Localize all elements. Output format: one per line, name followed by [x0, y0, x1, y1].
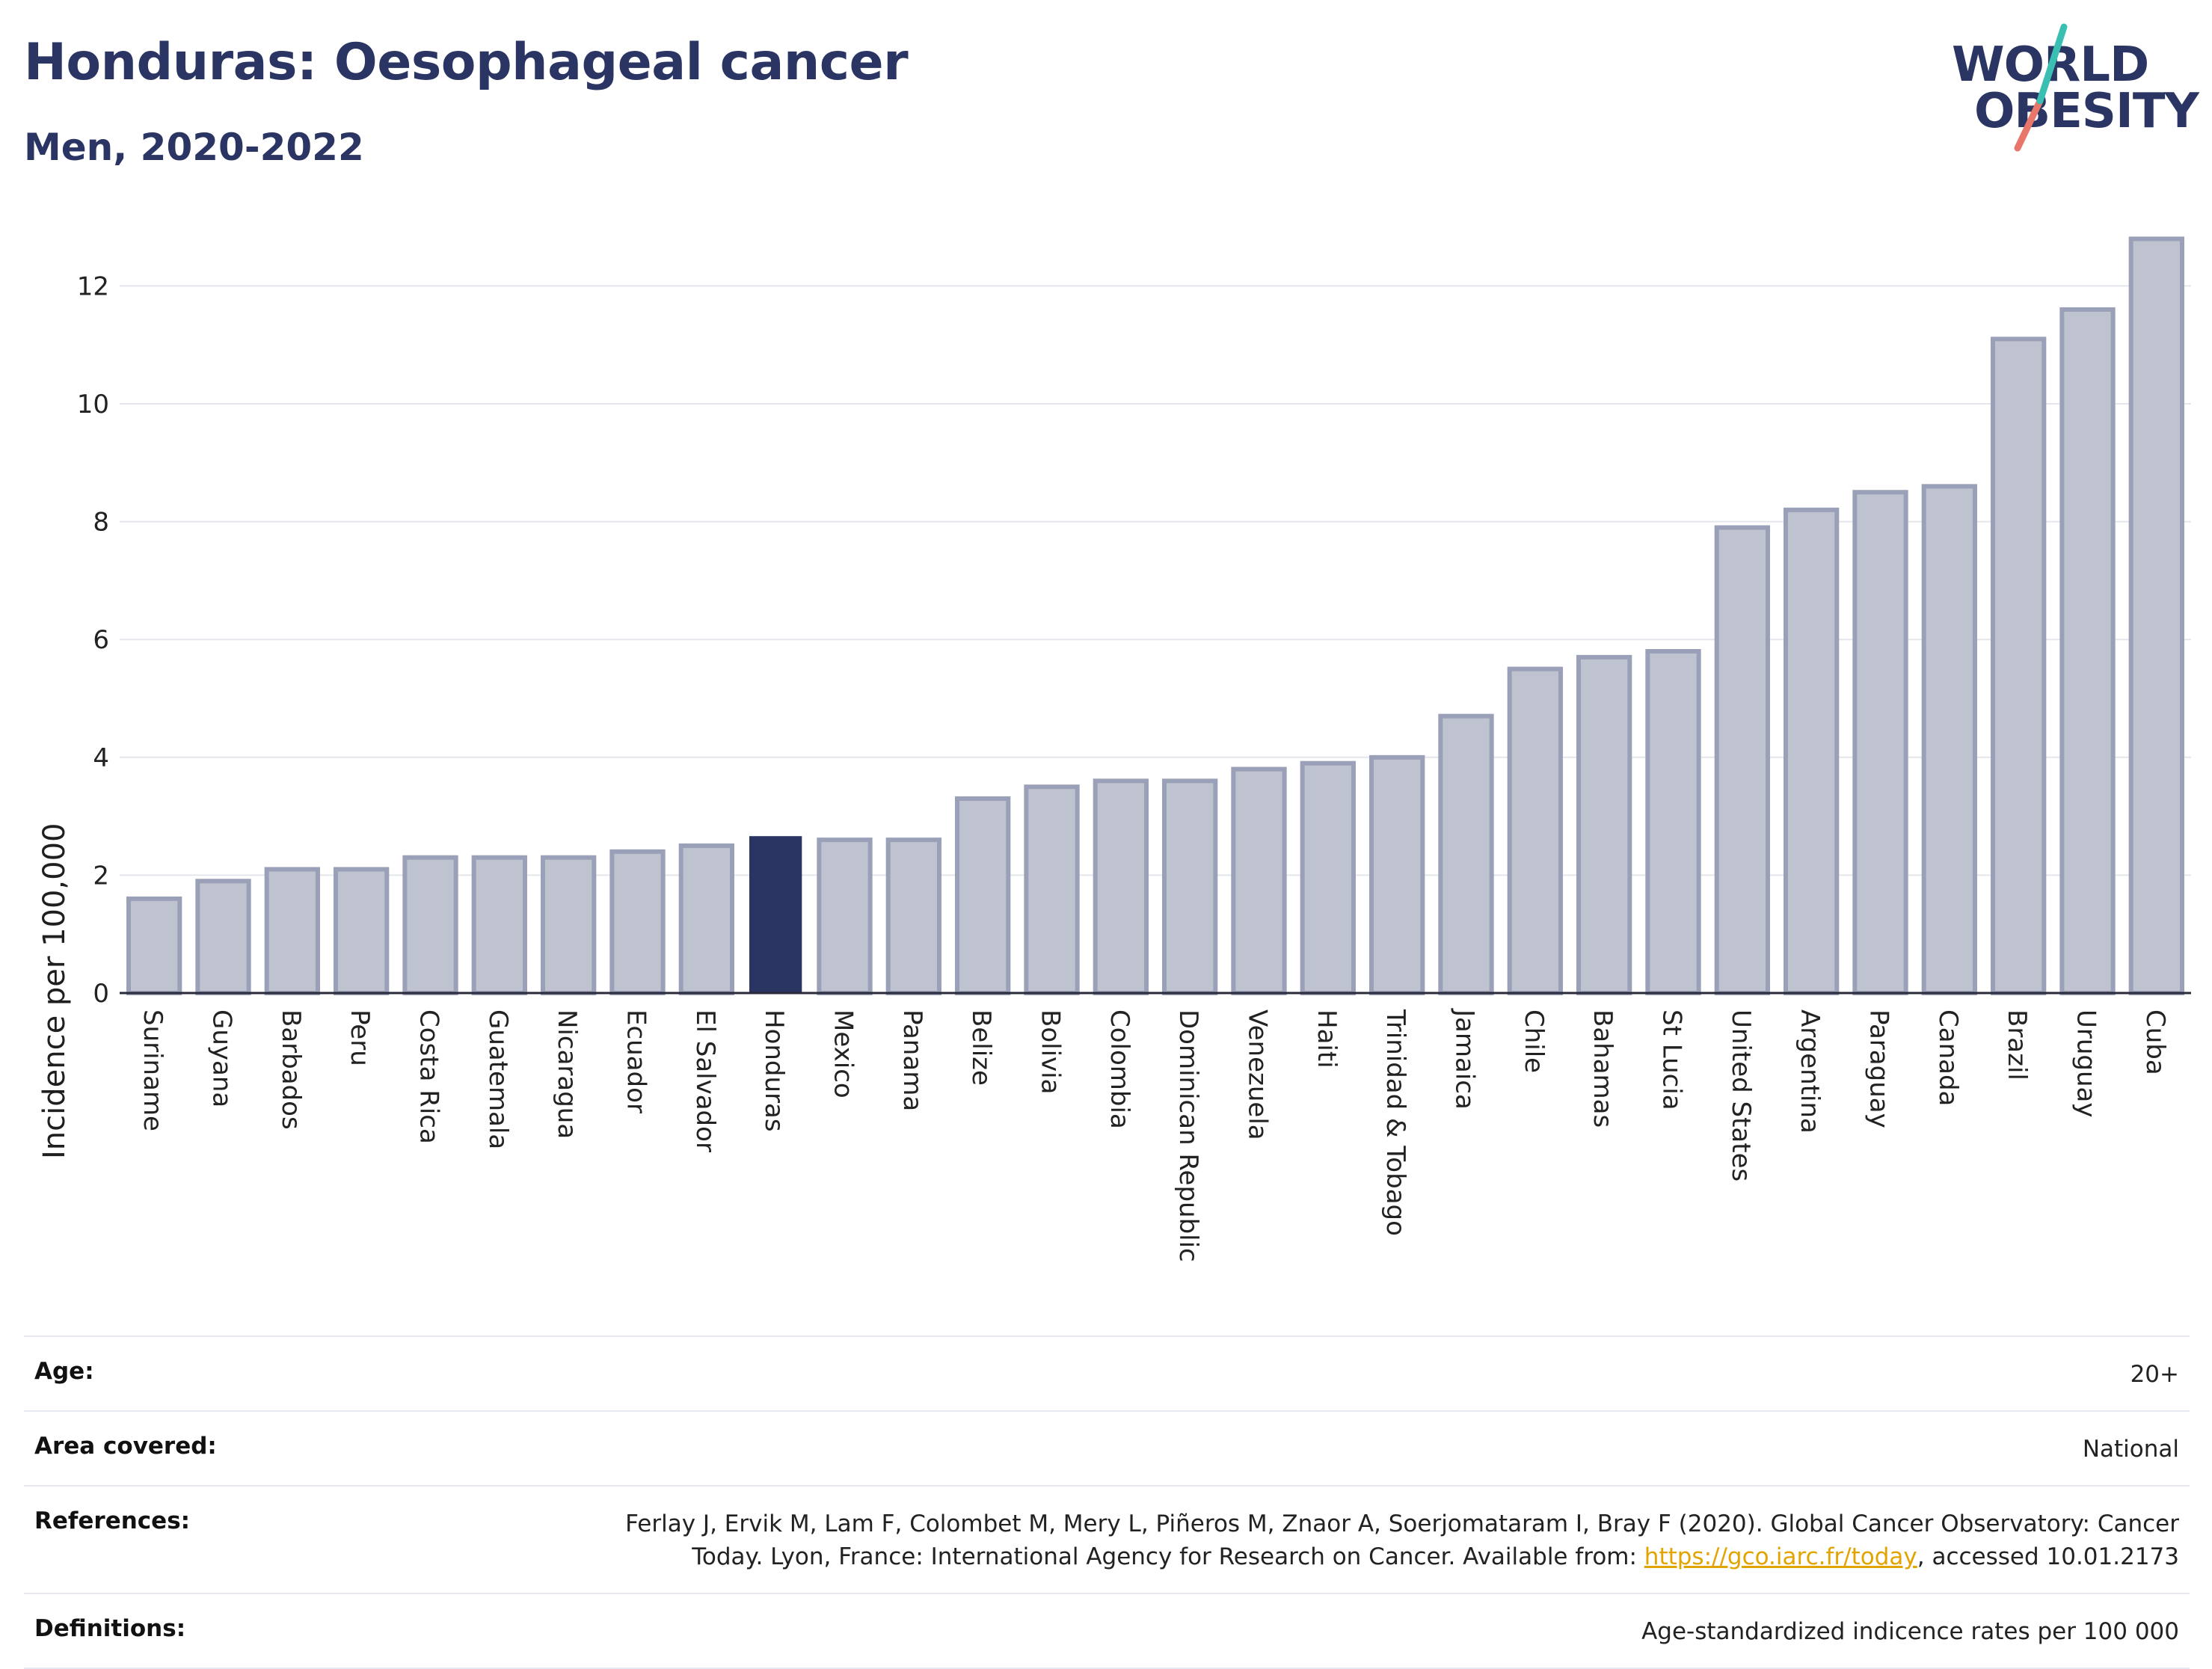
- bar-ecuador: [609, 849, 666, 995]
- y-tick-label: 6: [93, 625, 109, 655]
- x-tick-label: United States: [1726, 1009, 1756, 1181]
- bar-st-lucia: [1645, 648, 1701, 995]
- x-tick-label: Dominican Republic: [1173, 1009, 1203, 1262]
- bar-trinidad-tobago: [1369, 754, 1425, 995]
- x-tick-label: Brazil: [2002, 1009, 2032, 1081]
- area-label: Area covered:: [34, 1433, 217, 1460]
- x-tick-label: Argentina: [1795, 1009, 1825, 1134]
- x-tick-label: Trinidad & Tobago: [1380, 1009, 1410, 1236]
- references-label: References:: [34, 1507, 191, 1534]
- references-text-1: Ferlay J, Ervik M, Lam F, Colombet M, Me…: [625, 1510, 2179, 1537]
- x-tick-label: Guyana: [207, 1009, 237, 1107]
- bar-costa-rica: [402, 855, 458, 995]
- bar-uruguay: [2059, 307, 2116, 995]
- bar-bahamas: [1576, 654, 1632, 995]
- x-tick-label: Guatemala: [483, 1009, 513, 1149]
- page-subtitle: Men, 2020-2022: [24, 126, 364, 169]
- x-tick-label: Paraguay: [1864, 1009, 1894, 1128]
- bar-united-states: [1714, 525, 1770, 995]
- bar-peru: [334, 867, 390, 995]
- info-table: Age: 20+ Area covered: National Referenc…: [24, 1335, 2190, 1669]
- bar-venezuela: [1231, 766, 1287, 995]
- bar-honduras: [749, 836, 802, 995]
- info-row-references: References: Ferlay J, Ervik M, Lam F, Co…: [24, 1485, 2190, 1593]
- x-tick-label: Suriname: [138, 1009, 168, 1131]
- bar-colombia: [1093, 778, 1149, 995]
- bar-bolivia: [1024, 784, 1080, 995]
- bar-brazil: [1991, 336, 2047, 995]
- references-text-2: Today. Lyon, France: International Agenc…: [692, 1543, 1644, 1570]
- definitions-label: Definitions:: [34, 1615, 186, 1642]
- y-tick-label: 0: [93, 979, 109, 1009]
- bar-el-salvador: [678, 843, 734, 995]
- y-tick-label: 8: [93, 508, 109, 538]
- x-tick-label: Cuba: [2140, 1009, 2170, 1075]
- definitions-value: Age-standardized indicence rates per 100…: [1641, 1618, 2179, 1645]
- age-label: Age:: [34, 1358, 94, 1385]
- info-row-definitions: Definitions: Age-standardized indicence …: [24, 1593, 2190, 1669]
- x-tick-label: Chile: [1519, 1009, 1549, 1073]
- bar-canada: [1921, 484, 1977, 995]
- x-tick-label: El Salvador: [690, 1009, 720, 1152]
- bar-panama: [885, 837, 941, 995]
- bar-argentina: [1784, 507, 1840, 995]
- y-tick-label: 12: [77, 271, 109, 301]
- x-tick-label: Panama: [897, 1009, 927, 1111]
- x-tick-label: Barbados: [276, 1009, 306, 1130]
- x-tick-label: Jamaica: [1450, 1008, 1480, 1110]
- bar-jamaica: [1438, 713, 1494, 995]
- y-tick-label: 2: [93, 861, 109, 891]
- bar-dominican-republic: [1162, 778, 1218, 995]
- x-tick-label: Uruguay: [2071, 1009, 2101, 1118]
- x-tick-label: Honduras: [759, 1009, 789, 1132]
- references-link[interactable]: https://gco.iarc.fr/today: [1644, 1543, 1917, 1570]
- bar-chart: 0 2 4 6 8 10 12 Suriname Guyana Barbados Peru Costa…: [77, 236, 2191, 1262]
- bar-guatemala: [471, 855, 527, 995]
- info-row-age: Age: 20+: [24, 1335, 2190, 1410]
- x-tick-label: Belize: [966, 1009, 996, 1086]
- bar-guyana: [195, 879, 251, 995]
- world-obesity-logo: WORLD OBESITY: [1952, 22, 2199, 157]
- x-tick-label: Mexico: [829, 1009, 858, 1098]
- x-tick-label: Peru: [345, 1009, 375, 1066]
- logo-slash-icon: [2014, 23, 2068, 152]
- bar-belize: [955, 796, 1011, 995]
- x-tick-label: Canada: [1933, 1009, 1963, 1106]
- y-tick-label: 4: [93, 743, 109, 773]
- page-title: Honduras: Oesophageal cancer: [24, 33, 909, 92]
- bar-haiti: [1300, 760, 1356, 995]
- bar-nicaragua: [541, 855, 597, 995]
- bar-paraguay: [1852, 490, 1908, 995]
- x-tick-label: Haiti: [1312, 1009, 1342, 1069]
- info-row-area: Area covered: National: [24, 1410, 2190, 1485]
- x-tick-label: Bolivia: [1036, 1009, 1066, 1094]
- age-value: 20+: [2130, 1361, 2179, 1388]
- bar-suriname: [126, 896, 182, 995]
- x-tick-label: Ecuador: [621, 1009, 651, 1113]
- references-text-3: , accessed 10.01.2173: [1917, 1543, 2179, 1570]
- y-tick-label: 10: [77, 390, 109, 419]
- x-tick-label: Nicaragua: [552, 1009, 582, 1139]
- x-tick-label: Venezuela: [1243, 1009, 1273, 1140]
- x-tick-label: Bahamas: [1588, 1009, 1617, 1128]
- bar-chile: [1507, 666, 1563, 995]
- references-value: Ferlay J, Ervik M, Lam F, Colombet M, Me…: [625, 1507, 2179, 1573]
- x-tick-label: St Lucia: [1657, 1009, 1687, 1110]
- logo-line-2: OBESITY: [1974, 84, 2199, 139]
- x-tick-label: Costa Rica: [414, 1009, 444, 1144]
- x-tick-label: Colombia: [1105, 1009, 1134, 1129]
- bar-mexico: [817, 837, 873, 995]
- bar-barbados: [264, 867, 320, 995]
- area-value: National: [2082, 1436, 2179, 1463]
- bar-cuba: [2128, 236, 2184, 995]
